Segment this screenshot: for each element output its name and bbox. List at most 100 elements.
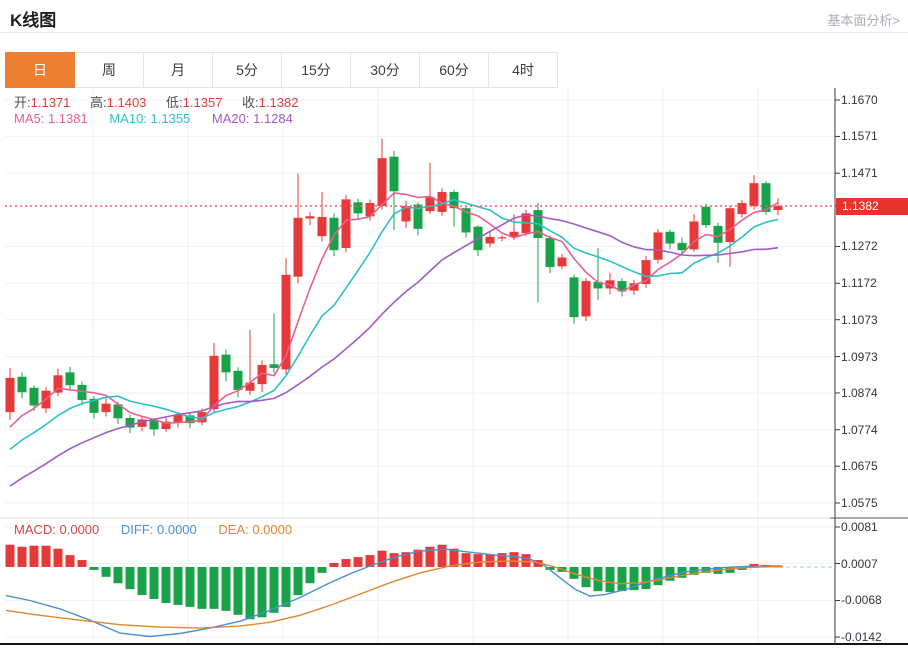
candle-body [173,414,183,423]
macd-bar [377,550,387,567]
candle-body [341,199,351,248]
macd-bar [665,566,675,581]
current-price-badge: 1.1382 [836,198,908,215]
candle-body [161,421,171,430]
candle-body [353,202,363,214]
candle-body [317,217,327,237]
candle-body [17,376,27,393]
macd-bar [509,552,519,567]
macd-bar [29,545,39,567]
candle-body [761,183,771,212]
macd-bar [365,555,375,567]
macd-value: MACD: 0.0000 [14,522,100,537]
high-value: 1.1403 [106,95,147,110]
tab-day[interactable]: 日 [5,52,75,88]
candle-body [5,377,15,413]
macd-bar [269,566,279,613]
low-label: 低: [166,95,183,110]
axis-tick-label: 0.0007 [841,556,878,571]
candle-body [53,375,63,393]
candle-body [29,387,39,406]
candle-body [725,208,735,243]
tab-4hour[interactable]: 4时 [488,52,558,88]
axis-tick-label: -0.0142 [841,630,882,644]
candle-body [293,217,303,277]
macd-bar [17,546,27,567]
tab-15min[interactable]: 15分 [281,52,351,88]
candle-body [209,355,219,410]
candle-body [113,404,123,419]
tab-60min[interactable]: 60分 [419,52,489,88]
open-label: 开: [14,95,31,110]
macd-bar [245,566,255,620]
high-label: 高: [90,95,107,110]
candle-body [389,156,399,192]
macd-bar [173,566,183,605]
macd-bar [317,566,327,573]
ma20-legend: MA20: 1.1284 [211,111,293,126]
macd-bar [749,563,759,567]
candle-body [365,203,375,217]
candle-body [749,183,759,206]
tab-5min[interactable]: 5分 [212,52,282,88]
diff-value: DIFF: 0.0000 [120,522,197,537]
macd-bar [617,566,627,592]
tab-month[interactable]: 月 [143,52,213,88]
candle-body [689,221,699,250]
candle-body [197,412,207,423]
macd-bar [725,566,735,573]
axis-tick-label: 1.1471 [841,166,878,181]
ma-legend: MA5: 1.1381 MA10: 1.1355 MA20: 1.1284 [14,111,293,126]
candle-body [125,417,135,428]
macd-bar [65,555,75,567]
candle-body [509,231,519,237]
macd-legend: MACD: 0.0000 DIFF: 0.0000 DEA: 0.0000 [14,522,292,537]
candle-body [437,192,447,212]
candle-body [641,260,651,285]
macd-bar [545,566,555,570]
candle-body [221,354,231,373]
macd-bar [641,566,651,590]
macd-bar [305,566,315,584]
macd-bar [53,548,63,567]
candle-body [629,283,639,291]
candle-body [773,205,783,211]
candle-body [65,372,75,386]
macd-bar [593,566,603,592]
tab-30min[interactable]: 30分 [350,52,420,88]
diff-line [5,548,782,638]
axis-tick-label: 1.0675 [841,459,878,474]
candle-body [581,281,591,317]
macd-bar [149,566,159,600]
candle-body [665,231,675,244]
axis-tick-label: 1.1571 [841,129,878,144]
axis-tick-label: 1.1272 [841,239,878,254]
macd-bar [185,566,195,607]
macd-bar [485,554,495,567]
fundamental-analysis-link[interactable]: 基本面分析> [827,13,900,28]
macd-bar [281,566,291,607]
page-title: K线图 [10,11,57,30]
candle-body [305,216,315,219]
low-value: 1.1357 [182,95,223,110]
candle-body [245,382,255,391]
macd-bar [449,548,459,567]
axis-tick-label: 1.1670 [841,93,878,107]
candle-body [281,274,291,370]
ohlc-legend: 开:1.1371 高:1.1403 低:1.1357 收:1.1382 [14,92,314,111]
ma10-legend: MA10: 1.1355 [109,111,191,126]
candle-body [593,281,603,289]
candle-body [497,237,507,239]
candle-body [545,238,555,268]
candle-body [401,205,411,222]
candle-body [89,398,99,413]
candle-body [377,158,387,206]
candle-body [485,236,495,244]
open-value: 1.1371 [30,95,71,110]
macd-bar [401,552,411,567]
candle-body [569,277,579,318]
candle-body [701,206,711,226]
axis-tick-label: -0.0068 [841,593,882,608]
